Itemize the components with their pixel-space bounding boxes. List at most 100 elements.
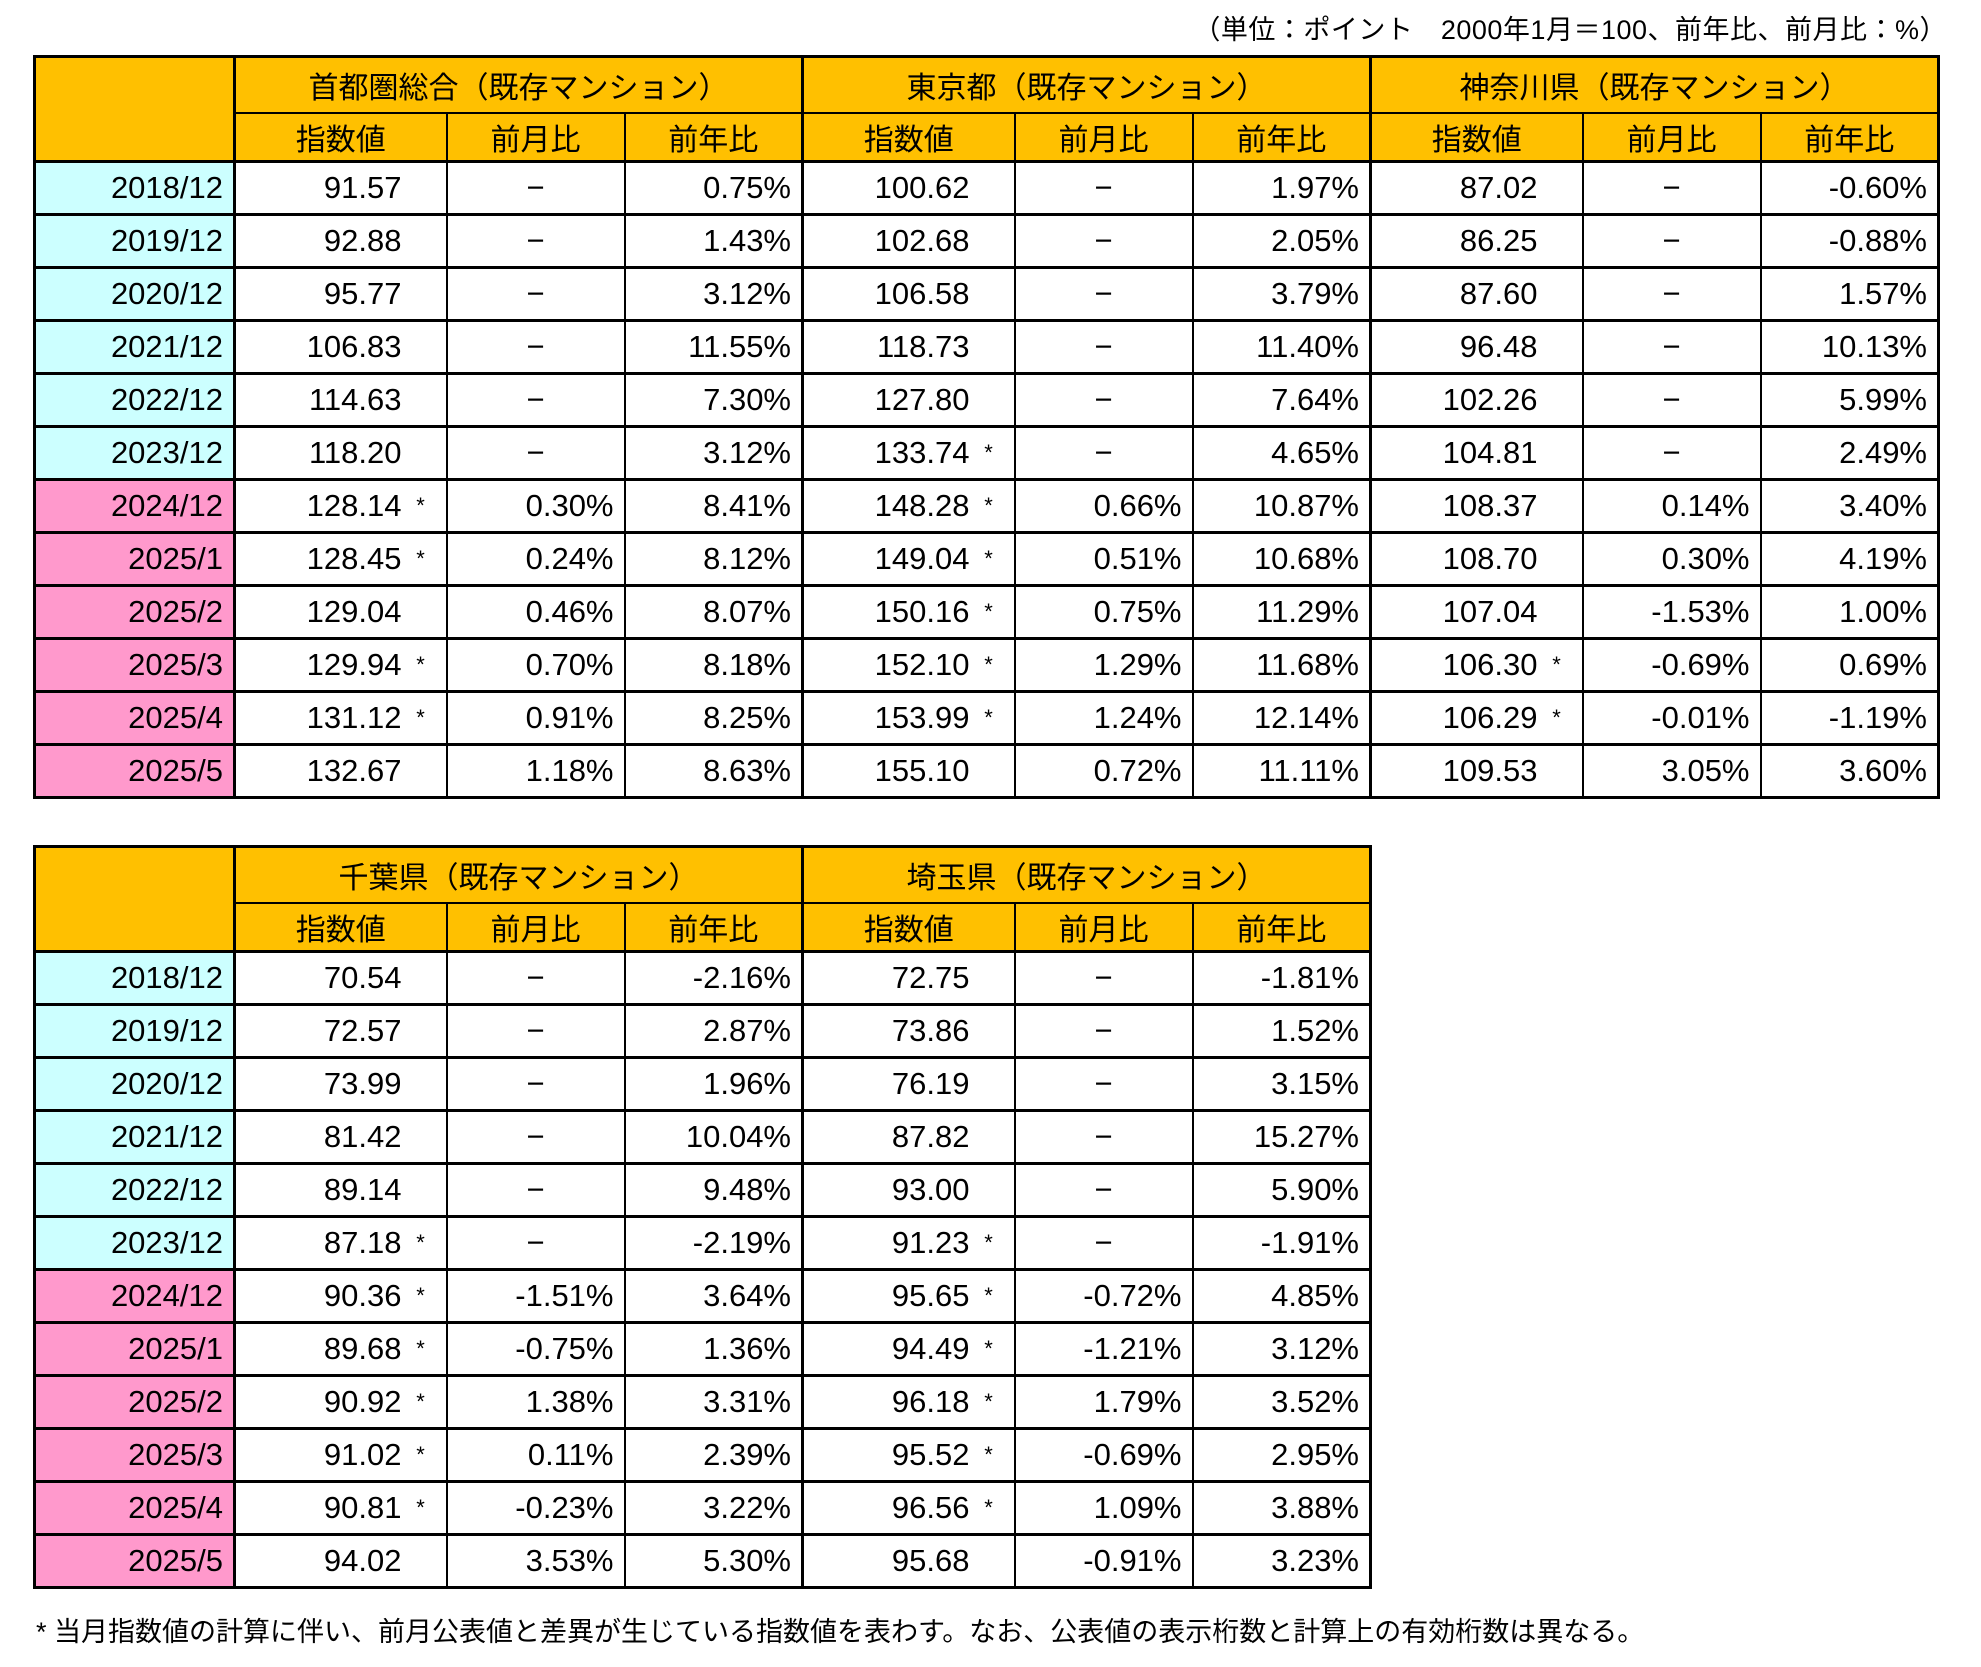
index-value-cell: 150.16 * <box>801 583 1016 640</box>
cell-value: − <box>526 169 545 205</box>
cell-value: 90.36 <box>323 1277 402 1313</box>
cell-value: 150.16 <box>874 593 970 629</box>
cell-value: 108.37 <box>1442 487 1538 523</box>
revision-asterisk: * <box>416 704 425 730</box>
cell-value: 1.18% <box>525 752 614 788</box>
revision-asterisk: * <box>416 545 425 571</box>
mom-change-cell: -0.69% <box>1581 636 1762 693</box>
cell-value: 108.70 <box>1442 540 1538 576</box>
revision-asterisk: * <box>984 598 993 624</box>
table-row: 2021/12 81.42 − 10.04% 87.82 − 15.27% <box>33 1108 1372 1165</box>
yoy-change-cell: 1.52% <box>1191 1002 1372 1059</box>
mom-change-cell: − <box>445 371 626 428</box>
cell-value: 8.25% <box>703 699 791 735</box>
row-label: 2025/5 <box>33 742 236 799</box>
cell-value: 3.60% <box>1839 752 1927 788</box>
index-value-cell: 90.36 * <box>233 1267 448 1324</box>
cell-value: − <box>526 328 545 364</box>
cell-value: − <box>526 1224 545 1260</box>
mom-change-cell: − <box>1581 318 1762 375</box>
cell-value: − <box>526 1065 545 1101</box>
mom-change-cell: − <box>1013 318 1194 375</box>
column-header-yoy: 前年比 <box>1191 111 1372 163</box>
cell-value: 73.99 <box>323 1065 402 1101</box>
mom-change-cell: − <box>445 949 626 1006</box>
yoy-change-cell: 11.68% <box>1191 636 1372 693</box>
cell-value: 114.63 <box>308 381 402 417</box>
mom-change-cell: 0.14% <box>1581 477 1762 534</box>
cell-value: 73.86 <box>891 1012 970 1048</box>
mom-change-cell: 0.46% <box>445 583 626 640</box>
row-label: 2018/12 <box>33 159 236 216</box>
cell-value: 2.95% <box>1271 1436 1359 1472</box>
index-value-cell: 92.88 <box>233 212 448 269</box>
column-header-index: 指数値 <box>233 111 448 163</box>
index-value-cell: 87.82 <box>801 1108 1016 1165</box>
cell-value: -0.91% <box>1083 1542 1182 1578</box>
yoy-change-cell: 2.49% <box>1759 424 1940 481</box>
cell-value: 8.41% <box>703 487 791 523</box>
mom-change-cell: − <box>445 159 626 216</box>
mom-change-cell: 1.79% <box>1013 1373 1194 1430</box>
cell-value: 87.02 <box>1459 169 1538 205</box>
mom-change-cell: 1.29% <box>1013 636 1194 693</box>
column-header-yoy: 前年比 <box>623 111 804 163</box>
cell-value: − <box>1094 275 1113 311</box>
mom-change-cell: − <box>445 1002 626 1059</box>
cell-value: 93.00 <box>891 1171 970 1207</box>
yoy-change-cell: 1.43% <box>623 212 804 269</box>
cell-value: 11.11% <box>1258 752 1359 788</box>
index-value-cell: 128.45 * <box>233 530 448 587</box>
cell-value: 3.05% <box>1661 752 1750 788</box>
cell-value: 87.18 <box>323 1224 402 1260</box>
yoy-change-cell: 8.07% <box>623 583 804 640</box>
cell-value: 1.43% <box>703 222 791 258</box>
index-value-cell: 70.54 <box>233 949 448 1006</box>
cell-value: 87.82 <box>891 1118 970 1154</box>
yoy-change-cell: -1.19% <box>1759 689 1940 746</box>
cell-value: 11.68% <box>1256 646 1359 682</box>
cell-value: 1.24% <box>1093 699 1182 735</box>
index-value-cell: 100.62 <box>801 159 1016 216</box>
yoy-change-cell: 4.85% <box>1191 1267 1372 1324</box>
table-row: 2021/12 106.83 − 11.55% 118.73 − 11.40% 96.48 − 1… <box>33 318 1940 375</box>
table-row: 2025/5 94.02 3.53% 5.30% 95.68 -0.91% 3.23% <box>33 1532 1372 1589</box>
mom-change-cell: − <box>445 212 626 269</box>
index-value-cell: 96.56 * <box>801 1479 1016 1536</box>
yoy-change-cell: 3.12% <box>1191 1320 1372 1377</box>
cell-value: 4.65% <box>1271 434 1359 470</box>
mom-change-cell: − <box>1013 1108 1194 1165</box>
index-value-cell: 73.86 <box>801 1002 1016 1059</box>
index-value-cell: 148.28 * <box>801 477 1016 534</box>
revision-asterisk: * <box>416 1494 425 1520</box>
cell-value: 95.52 <box>891 1436 970 1472</box>
mom-change-cell: -1.21% <box>1013 1320 1194 1377</box>
mom-change-cell: − <box>445 1055 626 1112</box>
cell-value: − <box>1094 381 1113 417</box>
index-value-cell: 95.68 <box>801 1532 1016 1589</box>
index-value-cell: 95.77 <box>233 265 448 322</box>
cell-value: 87.60 <box>1459 275 1538 311</box>
cell-value: 3.12% <box>1271 1330 1359 1366</box>
yoy-change-cell: -2.16% <box>623 949 804 1006</box>
row-label: 2019/12 <box>33 212 236 269</box>
cell-value: 1.52% <box>1271 1012 1359 1048</box>
cell-value: 128.14 <box>306 487 402 523</box>
index-value-cell: 108.70 <box>1369 530 1584 587</box>
yoy-change-cell: 4.65% <box>1191 424 1372 481</box>
mom-change-cell: − <box>445 1161 626 1218</box>
index-value-cell: 81.42 <box>233 1108 448 1165</box>
column-header-mom: 前月比 <box>1013 901 1194 953</box>
table-row: 2025/3 129.94 * 0.70% 8.18% 152.10 * 1.29% 11.68… <box>33 636 1940 693</box>
revision-asterisk: * <box>416 1335 425 1361</box>
column-header-mom: 前月比 <box>1013 111 1194 163</box>
cell-value: 89.68 <box>323 1330 402 1366</box>
index-value-cell: 102.68 <box>801 212 1016 269</box>
cell-value: 89.14 <box>323 1171 402 1207</box>
revision-asterisk: * <box>984 651 993 677</box>
mom-change-cell: -0.91% <box>1013 1532 1194 1589</box>
index-value-cell: 127.80 <box>801 371 1016 428</box>
revision-asterisk: * <box>984 1335 993 1361</box>
cell-value: 8.12% <box>703 540 791 576</box>
cell-value: -0.60% <box>1828 169 1927 205</box>
